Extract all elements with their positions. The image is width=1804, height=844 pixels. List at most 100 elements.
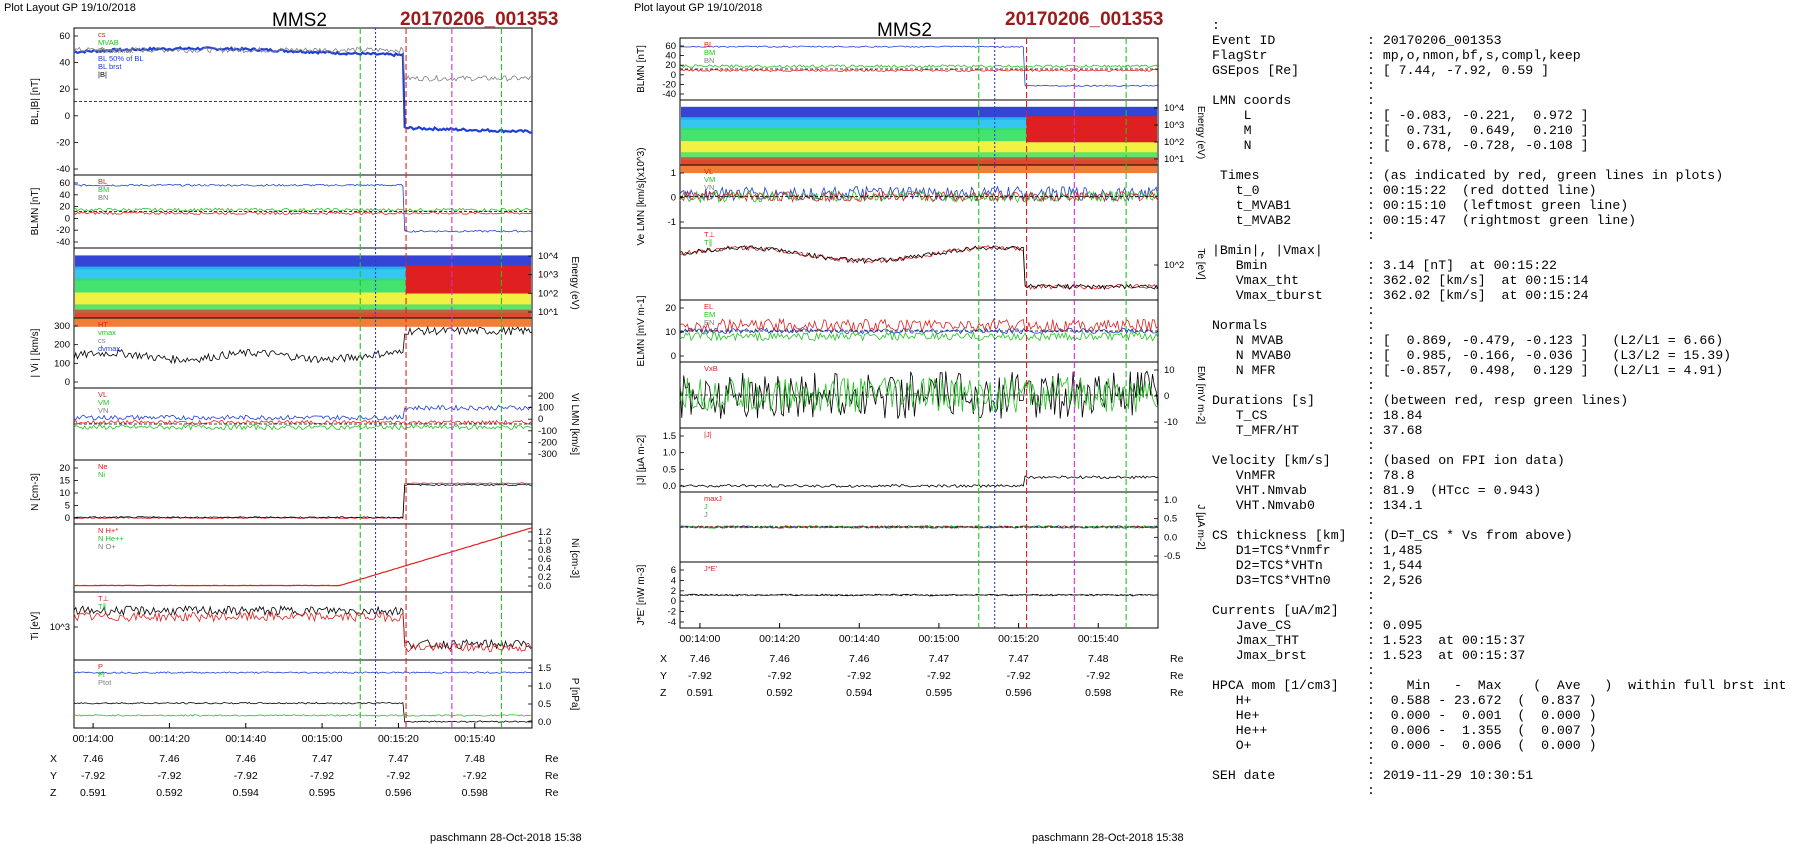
info-value: : bbox=[1367, 513, 1375, 528]
info-value: : 0.095 bbox=[1367, 618, 1423, 633]
info-key: Normals bbox=[1212, 318, 1268, 333]
info-value: : bbox=[1367, 378, 1375, 393]
info-key: |Bmin|, |Vmax| bbox=[1212, 243, 1323, 258]
ephemeris-value: 7.46 bbox=[236, 753, 257, 765]
ephemeris-value: 0.594 bbox=[233, 787, 259, 799]
time-tick-label: 00:15:20 bbox=[998, 633, 1039, 645]
legend-entry: T⊥ bbox=[704, 230, 716, 239]
panel: 10^2 Te [eV] T⊥T∥ bbox=[679, 227, 1206, 301]
info-key: VHT.Nmvab0 bbox=[1212, 498, 1315, 513]
info-value: : 18.84 bbox=[1367, 408, 1423, 423]
panel: 10^3 Ti [eV] T⊥T∥ bbox=[30, 591, 533, 661]
legend-entry: EM bbox=[704, 310, 715, 319]
info-value: : 00:15:22 (red dotted line) bbox=[1367, 183, 1597, 198]
legend-entry: BN bbox=[98, 193, 108, 202]
legend-entry: dvmax bbox=[98, 344, 120, 353]
series-line bbox=[73, 714, 533, 717]
ephemeris-label: Y bbox=[50, 770, 57, 782]
info-line: VHT.Nmvab0: 134.1 bbox=[1212, 498, 1802, 513]
info-key: : bbox=[1212, 18, 1220, 33]
series-line bbox=[73, 483, 533, 519]
axis-label: ELMN [mV m-1] bbox=[636, 295, 647, 366]
info-line: Vmax_tburst: 362.02 [km/s] at 00:15:24 bbox=[1212, 288, 1802, 303]
info-key: LMN coords bbox=[1212, 93, 1292, 108]
tick-label: 0 bbox=[1164, 391, 1169, 402]
series-line bbox=[679, 525, 1159, 529]
info-key: Currents [uA/m2] bbox=[1212, 603, 1339, 618]
panel: 1.21.00.80.60.40.20.0 Ni [cm-3] N H+*N He+… bbox=[73, 523, 580, 593]
tick-label: 0.0 bbox=[663, 481, 676, 492]
legend-entry: T⊥ bbox=[98, 594, 110, 603]
info-key: T_MFR/HT bbox=[1212, 423, 1300, 438]
ephemeris-value: 0.592 bbox=[156, 787, 182, 799]
tick-label: 0.0 bbox=[538, 581, 551, 592]
info-line: He+: 0.000 - 0.001 ( 0.000 ) bbox=[1212, 708, 1802, 723]
ephemeris-value: 7.48 bbox=[465, 753, 486, 765]
info-line: CS thickness [km]: (D=T_CS * Vs from abo… bbox=[1212, 528, 1802, 543]
info-line: T_CS: 18.84 bbox=[1212, 408, 1802, 423]
tick-label: -300 bbox=[538, 449, 557, 460]
info-key: L bbox=[1212, 108, 1252, 123]
tick-label: 0 bbox=[671, 596, 676, 607]
info-line: SEH date: 2019-11-29 10:30:51 bbox=[1212, 768, 1802, 783]
info-key: N bbox=[1212, 138, 1252, 153]
legend-entry: VM bbox=[704, 175, 715, 184]
time-tick-label: 00:14:00 bbox=[73, 733, 114, 745]
legend-entry: VL bbox=[98, 390, 107, 399]
tick-label: 15 bbox=[59, 476, 70, 487]
legend-entry: J bbox=[704, 510, 708, 519]
series-line bbox=[679, 331, 1159, 342]
panel-frame bbox=[73, 459, 533, 525]
tick-label: 100 bbox=[54, 358, 70, 369]
ephemeris-unit: Re bbox=[1170, 653, 1184, 665]
tick-label: -10 bbox=[1164, 417, 1178, 428]
info-line: H+: 0.588 - 23.672 ( 0.837 ) bbox=[1212, 693, 1802, 708]
info-value: : 0.000 - 0.006 ( 0.000 ) bbox=[1367, 738, 1597, 753]
tick-label: 10^1 bbox=[538, 307, 558, 318]
ephemeris-value: 0.596 bbox=[385, 787, 411, 799]
tick-label: 1.0 bbox=[538, 536, 551, 547]
ephemeris-value: -7.92 bbox=[157, 770, 181, 782]
ephemeris-value: -7.92 bbox=[310, 770, 334, 782]
series-line bbox=[73, 183, 533, 233]
tick-label: 10^2 bbox=[1164, 137, 1184, 148]
spectrogram-low bbox=[75, 309, 531, 318]
legend-entry: cs bbox=[98, 336, 106, 345]
info-line: Durations [s]: (between red, resp green … bbox=[1212, 393, 1802, 408]
left-event-title: 20170206_001353 bbox=[400, 9, 559, 30]
info-line: t_0: 00:15:22 (red dotted line) bbox=[1212, 183, 1802, 198]
info-key: N MFR bbox=[1212, 363, 1276, 378]
tick-label: 10^2 bbox=[538, 288, 558, 299]
series-line bbox=[679, 475, 1159, 488]
info-value: : [ -0.083, -0.221, 0.972 ] bbox=[1367, 108, 1589, 123]
axis-label: BLMN [nT] bbox=[30, 187, 41, 235]
tick-label: 0 bbox=[65, 213, 70, 224]
series-line bbox=[679, 376, 1159, 413]
legend-entry: Ptot bbox=[98, 678, 112, 687]
legend-entry: BN bbox=[704, 56, 714, 65]
tick-label: -2 bbox=[668, 607, 676, 618]
info-value: : 00:15:47 (rightmost green line) bbox=[1367, 213, 1637, 228]
tick-label: 100 bbox=[538, 403, 554, 414]
time-tick-label: 00:14:00 bbox=[679, 633, 720, 645]
spectrogram-band bbox=[75, 292, 531, 307]
ephemeris-value: 7.48 bbox=[1088, 653, 1109, 665]
axis-label: |J| [µA m-2] bbox=[636, 435, 647, 486]
info-key: SEH date bbox=[1212, 768, 1276, 783]
info-value: : bbox=[1367, 753, 1375, 768]
info-key: Durations [s] bbox=[1212, 393, 1315, 408]
tick-label: 0.8 bbox=[538, 545, 551, 556]
info-key: VnMFR bbox=[1212, 468, 1276, 483]
info-line: Normals: bbox=[1212, 318, 1802, 333]
axis-label: Energy (eV) bbox=[1195, 106, 1206, 159]
info-value: : 81.9 (HTcc = 0.943) bbox=[1367, 483, 1542, 498]
legend-entry: EN bbox=[704, 318, 714, 327]
info-line: : bbox=[1212, 438, 1802, 453]
tick-label: 200 bbox=[538, 391, 554, 402]
info-key: Jmax_brst bbox=[1212, 648, 1307, 663]
ephemeris-unit: Re bbox=[545, 753, 559, 765]
ephemeris-value: -7.92 bbox=[847, 670, 871, 682]
